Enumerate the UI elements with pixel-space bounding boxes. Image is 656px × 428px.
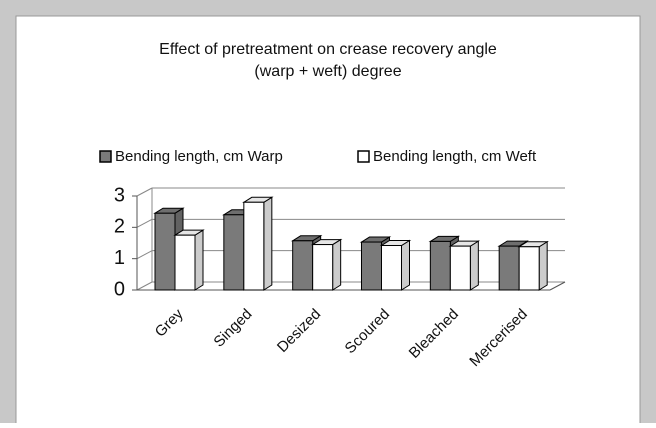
- grid-line: [136, 187, 153, 197]
- legend-label: Bending length, cm Weft: [373, 148, 537, 165]
- bar-side: [332, 238, 342, 291]
- bar-side: [194, 229, 204, 291]
- bar: [361, 241, 382, 291]
- bar: [312, 244, 334, 291]
- bar: [243, 201, 265, 291]
- y-tick-label: 1: [114, 247, 125, 269]
- bar-side: [263, 196, 273, 291]
- bar: [518, 246, 540, 291]
- bar: [154, 212, 176, 291]
- legend-swatch: [357, 150, 370, 163]
- bar-side: [538, 240, 548, 291]
- y-tick-label: 3: [114, 184, 125, 206]
- y-tick-label: 0: [114, 278, 125, 300]
- y-tick-label: 2: [114, 216, 125, 238]
- grid-line: [136, 218, 153, 228]
- chart-title: Effect of pretreatment on crease recover…: [159, 41, 497, 58]
- legend-label: Bending length, cm Warp: [115, 148, 283, 165]
- bar-side: [469, 240, 479, 291]
- chart-title: (warp + weft) degree: [254, 63, 401, 80]
- bar: [174, 234, 196, 291]
- bar: [381, 245, 402, 291]
- bar: [498, 245, 520, 291]
- chart-area: [15, 15, 641, 428]
- bar: [449, 245, 471, 291]
- grid-line: [136, 281, 153, 291]
- bar-side: [401, 239, 410, 291]
- legend-swatch: [99, 150, 112, 163]
- bar: [429, 240, 451, 291]
- grid-line: [136, 250, 153, 260]
- axis: [549, 281, 566, 291]
- bar: [223, 214, 245, 291]
- bar: [292, 240, 314, 291]
